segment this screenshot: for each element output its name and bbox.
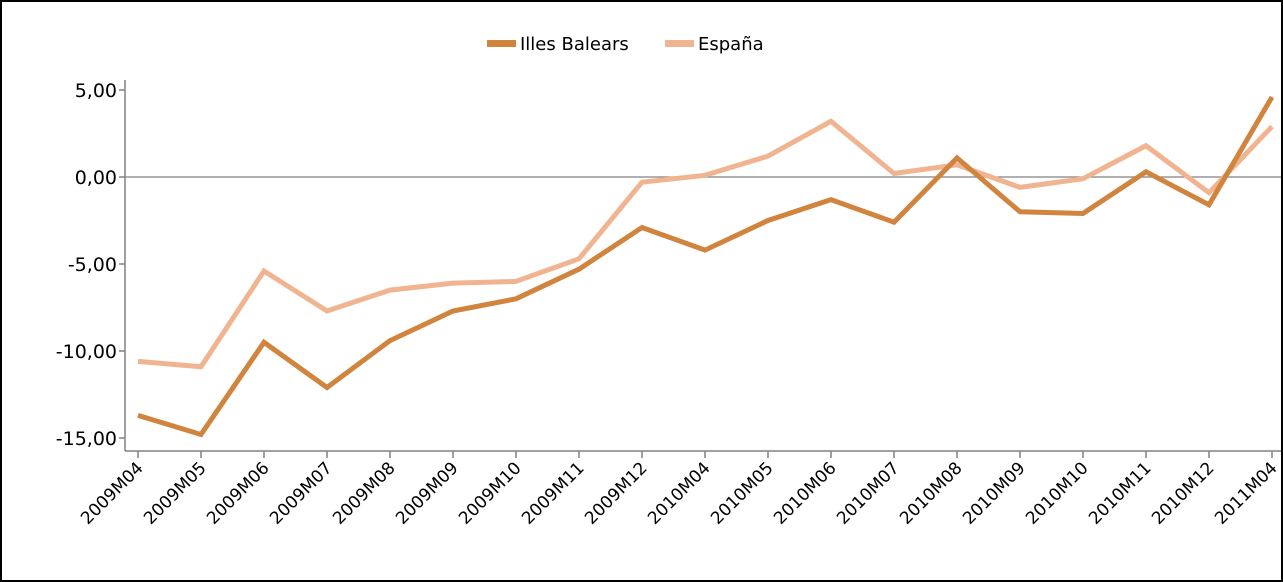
legend-swatch (665, 40, 694, 47)
x-tick-label: 2010M04 (644, 458, 714, 528)
x-tick-label: 2009M09 (392, 458, 462, 528)
x-tick-label: 2010M06 (770, 458, 840, 528)
x-tick-label: 2009M07 (266, 458, 336, 528)
x-tick-label: 2009M08 (329, 458, 399, 528)
x-tick-label: 2010M09 (959, 458, 1029, 528)
x-tick-label: 2009M05 (140, 458, 210, 528)
legend-label: España (698, 34, 764, 55)
y-tick-label: -10,00 (56, 341, 117, 363)
x-tick-label: 2011M04 (1211, 458, 1281, 528)
y-tick-label: 5,00 (75, 80, 117, 102)
legend-label: Illes Balears (520, 34, 629, 55)
legend: Illes Balears España (487, 34, 764, 55)
x-tick-label: 2009M10 (455, 458, 525, 528)
series-line-illes-balears (137, 95, 1275, 438)
legend-swatch (487, 40, 516, 47)
x-tick-label: 2009M06 (203, 458, 273, 528)
x-tick-label: 2010M10 (1022, 458, 1092, 528)
x-tick-label: 2010M08 (896, 458, 966, 528)
x-tick-label: 2010M05 (707, 458, 777, 528)
series-lines (137, 95, 1275, 438)
x-tick-label: 2010M12 (1148, 458, 1218, 528)
x-tick-label: 2009M12 (581, 458, 651, 528)
x-tick-label: 2010M11 (1085, 458, 1155, 528)
x-tick-label: 2010M07 (833, 458, 903, 528)
series-line-espa-a (137, 118, 1274, 370)
y-tick-label: 0,00 (75, 167, 117, 189)
x-tick-label: 2009M04 (77, 458, 147, 528)
y-tick-label: -15,00 (56, 428, 117, 450)
x-tick-label: 2009M11 (518, 458, 588, 528)
y-tick-label: -5,00 (68, 254, 117, 276)
